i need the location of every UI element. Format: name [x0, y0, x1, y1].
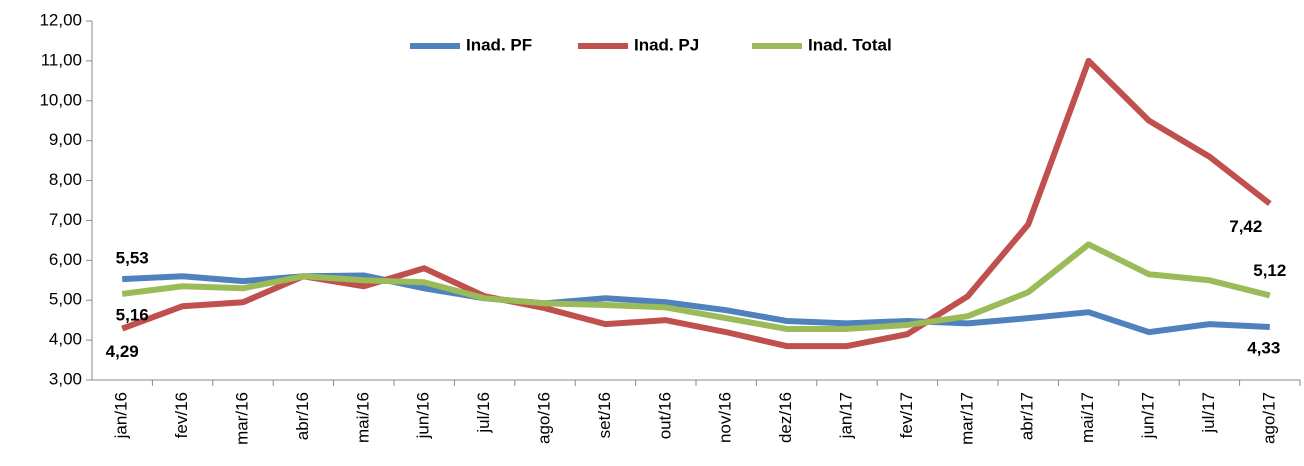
- x-tick-label: mai/17: [1078, 392, 1097, 443]
- x-tick-label: jun/16: [414, 392, 433, 439]
- x-tick-label: fev/17: [897, 392, 916, 438]
- y-tick-label: 11,00: [41, 50, 82, 69]
- y-tick-label: 8,00: [49, 170, 82, 189]
- x-tick-label: dez/16: [776, 392, 795, 443]
- x-tick-label: jan/17: [836, 392, 855, 439]
- x-tick-label: mar/17: [957, 392, 976, 445]
- y-tick-label: 7,00: [49, 210, 82, 229]
- y-tick-label: 6,00: [49, 250, 82, 269]
- x-tick-label: jul/17: [1199, 392, 1218, 434]
- x-tick-label: fev/16: [172, 392, 191, 438]
- data-label: 7,42: [1229, 217, 1262, 236]
- x-tick-label: out/16: [655, 392, 674, 439]
- x-tick-label: mar/16: [232, 392, 251, 445]
- x-tick-label: ago/17: [1259, 392, 1278, 444]
- data-label: 5,53: [116, 249, 149, 268]
- data-label: 4,29: [106, 342, 139, 361]
- y-tick-label: 3,00: [49, 369, 82, 388]
- x-tick-label: jul/16: [474, 392, 493, 434]
- y-tick-label: 9,00: [49, 130, 82, 149]
- x-tick-label: set/16: [595, 392, 614, 438]
- y-tick-label: 12,00: [39, 10, 82, 29]
- y-tick-label: 4,00: [49, 330, 82, 349]
- legend-label: Inad. PF: [466, 35, 532, 54]
- x-tick-label: jun/17: [1138, 392, 1157, 439]
- y-tick-label: 5,00: [49, 290, 82, 309]
- legend-label: Inad. Total: [808, 35, 892, 54]
- x-tick-label: nov/16: [716, 392, 735, 443]
- data-label: 5,12: [1253, 261, 1286, 280]
- x-tick-label: ago/16: [534, 392, 553, 444]
- x-tick-label: abr/17: [1018, 392, 1037, 440]
- data-label: 4,33: [1247, 338, 1280, 357]
- x-tick-label: mai/16: [353, 392, 372, 443]
- y-tick-label: 10,00: [39, 90, 82, 109]
- x-tick-label: jan/16: [112, 392, 131, 439]
- data-label: 5,16: [116, 305, 149, 324]
- legend-label: Inad. PJ: [634, 35, 699, 54]
- x-tick-label: abr/16: [293, 392, 312, 440]
- line-series: [121, 241, 1271, 332]
